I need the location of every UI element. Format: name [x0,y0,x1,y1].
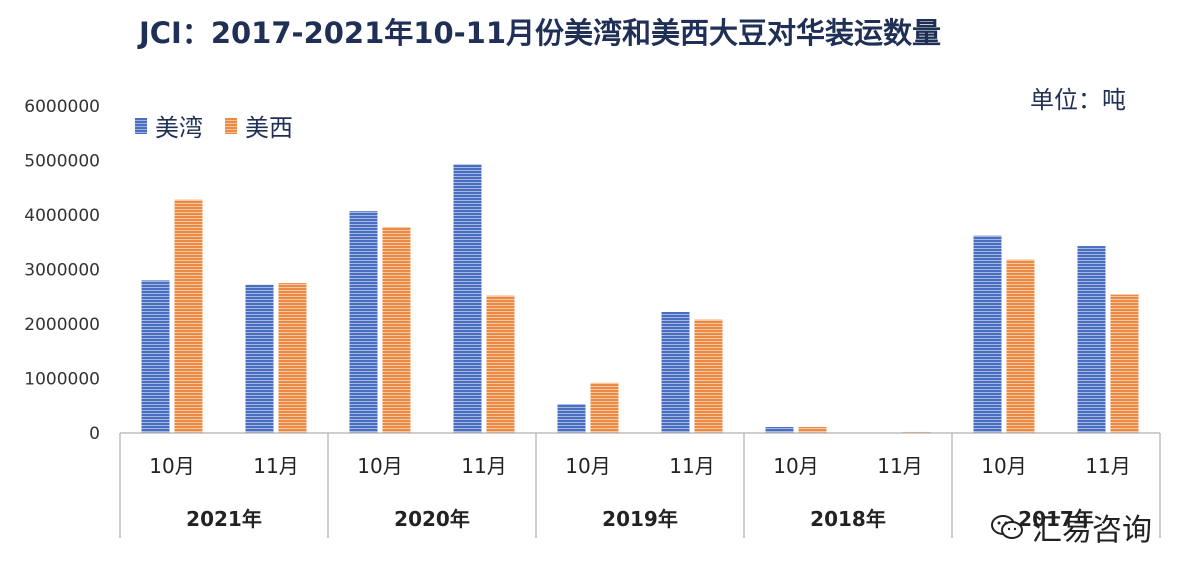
x-group-label: 2019年 [602,507,678,531]
bar-us-gulf [245,284,274,433]
x-group-label: 2018年 [810,507,886,531]
y-tick-label: 0 [89,424,100,444]
x-category-label: 11月 [669,454,714,478]
y-tick-label: 2000000 [24,315,100,335]
x-group-label: 2020年 [394,507,470,531]
wechat-icon [991,515,1023,539]
bar-us-west [486,295,515,433]
bar-us-west [1110,294,1139,433]
x-category-label: 11月 [877,454,922,478]
watermark-text: 汇易咨询 [1032,513,1152,548]
bar-us-west [1006,259,1035,433]
bar-us-west [694,319,723,433]
y-tick-label: 5000000 [24,152,100,172]
y-tick-label: 4000000 [24,206,100,226]
legend-item-us-gulf: 美湾 [135,108,203,143]
chart-title: JCI：2017-2021年10-11月份美湾和美西大豆对华装运数量 [138,16,942,50]
legend-label-us-west: 美西 [245,114,293,142]
x-axis: 10月 11月 2021年 10月 11月 2020年 10月 11月 2019年 10月 11月 2… [119,432,1161,538]
x-category-label: 10月 [357,454,402,478]
bar-us-gulf [557,404,586,433]
x-category-label: 11月 [253,454,298,478]
legend-swatch-us-gulf [135,117,147,134]
legend-label-us-gulf: 美湾 [155,114,203,142]
bar-us-gulf [453,164,482,433]
bar-us-gulf [141,280,170,433]
bar-us-gulf [661,312,690,433]
bar-us-gulf [765,427,794,433]
bar-us-gulf [973,235,1002,433]
x-category-label: 10月 [565,454,610,478]
bar-us-west [590,382,619,433]
x-category-label: 10月 [149,454,194,478]
x-category-label: 10月 [981,454,1026,478]
bar-us-gulf [349,211,378,433]
legend-swatch-us-west [225,117,237,134]
x-category-label: 10月 [773,454,818,478]
bars [141,164,1139,433]
y-tick-label: 1000000 [24,370,100,390]
y-tick-label: 3000000 [24,261,100,281]
bar-us-west [174,199,203,433]
bar-us-gulf [1077,246,1106,433]
x-category-label: 11月 [1085,454,1130,478]
y-tick-label: 6000000 [24,97,100,117]
bar-us-west [798,427,827,433]
unit-label: 单位：吨 [1030,86,1126,114]
watermark: 汇易咨询 [990,505,1152,549]
bar-us-west [382,226,411,433]
x-category-label: 11月 [461,454,506,478]
legend: 美湾 美西 [135,108,315,143]
bar-us-west [278,283,307,433]
legend-item-us-west: 美西 [225,108,293,143]
x-group-label: 2017年 [1018,507,1094,531]
x-group-label: 2021年 [186,507,262,531]
y-axis: 6000000 5000000 4000000 3000000 2000000 10000… [24,97,100,444]
